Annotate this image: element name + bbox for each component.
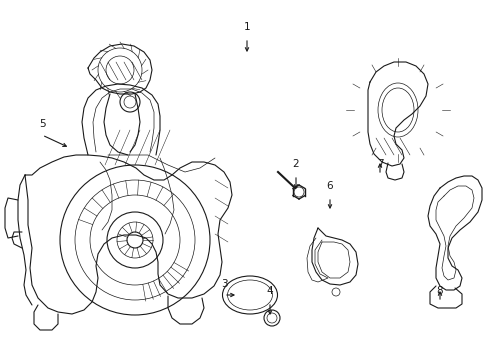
- Text: 5: 5: [39, 119, 45, 129]
- Text: 7: 7: [376, 159, 383, 169]
- Text: 8: 8: [436, 286, 443, 296]
- Text: 2: 2: [292, 159, 299, 169]
- Text: 3: 3: [220, 279, 227, 289]
- Text: 4: 4: [266, 286, 273, 296]
- Text: 6: 6: [326, 181, 333, 191]
- Text: 1: 1: [243, 22, 250, 32]
